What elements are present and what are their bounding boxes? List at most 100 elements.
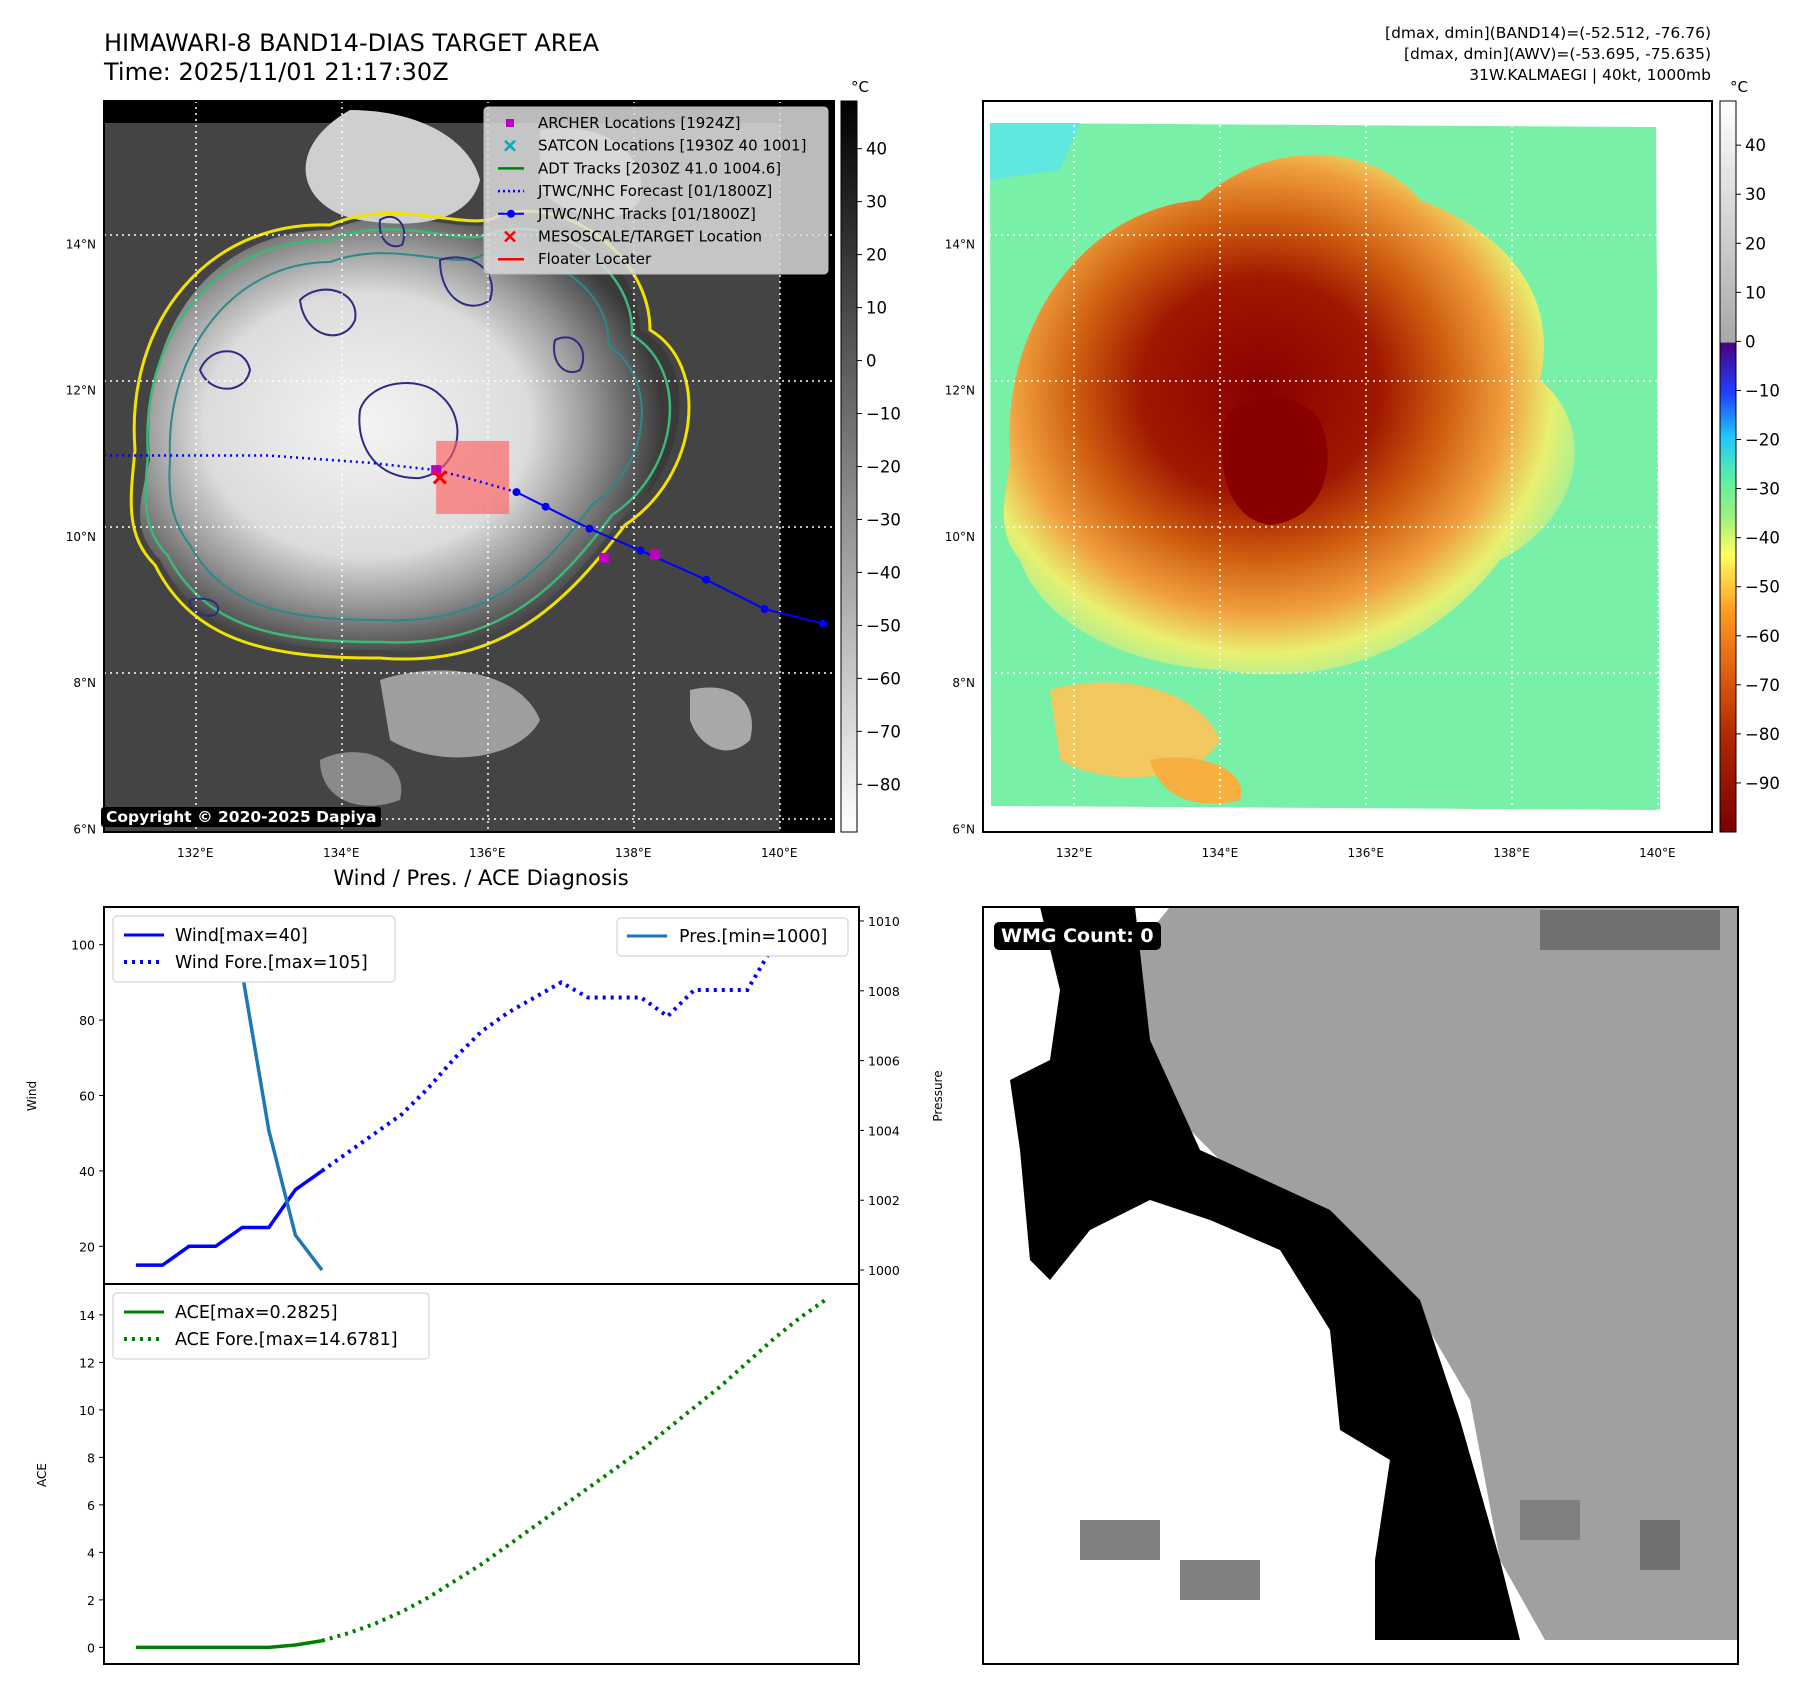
legend-label: ADT Tracks [2030Z 41.0 1004.6] bbox=[538, 159, 781, 177]
legend-wind-fore: Wind Fore.[max=105] bbox=[175, 953, 368, 973]
colorbar-tick-label: 20 bbox=[1745, 234, 1766, 253]
y2-tick-label: 1000 bbox=[868, 1263, 900, 1278]
legend-label: ARCHER Locations [1924Z] bbox=[538, 114, 741, 132]
lon-tick-label: 132°E bbox=[177, 846, 214, 860]
colorbar-tick-label: −40 bbox=[866, 563, 901, 582]
legend-label: Floater Locater bbox=[538, 250, 652, 268]
legend-ace: ACE[max=0.2825] bbox=[175, 1303, 338, 1323]
jtwc-track-point bbox=[585, 524, 594, 533]
legend-ace-fore: ACE Fore.[max=14.6781] bbox=[175, 1330, 398, 1350]
lon-tick-label: 138°E bbox=[1493, 846, 1530, 860]
figure-title-line1: HIMAWARI-8 BAND14-DIAS TARGET AREA bbox=[104, 29, 600, 57]
colorbar-tick-label: −30 bbox=[1745, 480, 1780, 499]
lon-tick-label: 134°E bbox=[1202, 846, 1239, 860]
jtwc-track-point bbox=[819, 619, 828, 628]
colorbar-tick-label: 10 bbox=[866, 299, 887, 318]
legend-label: SATCON Locations [1930Z 40 1001] bbox=[538, 137, 806, 155]
wind-legend: Wind[max=40] Wind Fore.[max=105] bbox=[112, 915, 396, 983]
lat-tick-label: 8°N bbox=[952, 676, 975, 690]
y-tick-label: 10 bbox=[79, 1403, 95, 1418]
lat-tick-label: 14°N bbox=[66, 238, 96, 252]
color-map-gridlines bbox=[983, 101, 1712, 832]
colorbar-tick-label: −20 bbox=[866, 458, 901, 477]
jtwc-track-point bbox=[636, 546, 645, 555]
y-tick-label: 80 bbox=[79, 1013, 95, 1028]
gray-colorbar-ticks: 40 30 20 10 0 −10 −20 −30 −40 −50 −60 −70 −80 bbox=[857, 140, 901, 794]
colorbar-tick-label: −20 bbox=[1745, 431, 1780, 450]
colorbar-tick-label: −50 bbox=[1745, 578, 1780, 597]
lon-tick-label: 134°E bbox=[323, 846, 360, 860]
jtwc-track-point bbox=[702, 575, 711, 584]
series-line bbox=[320, 923, 828, 1173]
y-tick-label: 14 bbox=[79, 1308, 95, 1323]
y-tick-label: 20 bbox=[79, 1239, 95, 1254]
info-line3: 31W.KALMAEGI | 40kt, 1000mb bbox=[1469, 66, 1711, 84]
lat-tick-label: 14°N bbox=[945, 238, 975, 252]
map-axis-labels: 14°N 12°N 10°N 8°N 6°N 132°E 134°E 136°E 138°E 14… bbox=[66, 238, 1676, 860]
legend-marker bbox=[504, 139, 516, 152]
color-colorbar-ticks: 40 30 20 10 0 −10 −20 −30 −40 −50 −60 −70 −80 −90 bbox=[1736, 136, 1780, 793]
colorbar-tick-label: −60 bbox=[866, 669, 901, 688]
jtwc-track-point bbox=[760, 605, 769, 614]
y-tick-label: 8 bbox=[87, 1450, 95, 1465]
lat-tick-label: 12°N bbox=[945, 384, 975, 398]
y2-tick-label: 1006 bbox=[868, 1054, 900, 1069]
wind-axis-label: Wind bbox=[25, 1081, 39, 1111]
colorbar-tick-label: −10 bbox=[1745, 381, 1780, 400]
y2-tick-label: 1002 bbox=[868, 1193, 900, 1208]
ace-axis-label: ACE bbox=[35, 1463, 49, 1487]
info-line1: [dmax, dmin](BAND14)=(-52.512, -76.76) bbox=[1385, 24, 1711, 42]
pressure-legend: Pres.[min=1000] bbox=[616, 917, 849, 957]
lon-tick-label: 140°E bbox=[1639, 846, 1676, 860]
color-map-panel bbox=[982, 100, 1713, 833]
lat-tick-label: 8°N bbox=[73, 676, 96, 690]
lon-tick-label: 132°E bbox=[1056, 846, 1093, 860]
legend-marker-dot bbox=[507, 209, 515, 218]
colorbar-tick-label: 0 bbox=[866, 352, 877, 371]
lon-tick-label: 136°E bbox=[469, 846, 506, 860]
y-tick-label: 2 bbox=[87, 1593, 95, 1608]
wmg-frame bbox=[982, 906, 1739, 1665]
series-line bbox=[135, 1169, 324, 1267]
colorbar-tick-label: −50 bbox=[866, 616, 901, 635]
y2-tick-label: 1010 bbox=[868, 914, 900, 929]
colorbar-tick-label: −10 bbox=[866, 405, 901, 424]
diagnosis-chart-title: Wind / Pres. / ACE Diagnosis bbox=[333, 866, 628, 890]
figure-title-line2: Time: 2025/11/01 21:17:30Z bbox=[103, 58, 449, 86]
y-tick-label: 0 bbox=[87, 1640, 95, 1655]
y2-tick-label: 1004 bbox=[868, 1123, 900, 1138]
colorbar-tick-label: 30 bbox=[1745, 185, 1766, 204]
lat-tick-label: 6°N bbox=[952, 822, 975, 836]
series-line bbox=[321, 1297, 829, 1643]
map-legend: ARCHER Locations [1924Z] SATCON Locations… bbox=[483, 106, 829, 275]
legend-label: JTWC/NHC Forecast [01/1800Z] bbox=[537, 182, 772, 200]
colorbar-tick-label: 40 bbox=[1745, 136, 1766, 155]
lon-tick-label: 138°E bbox=[615, 846, 652, 860]
colorbar-tick-label: 20 bbox=[866, 246, 887, 265]
info-line2: [dmax, dmin](AWV)=(-53.695, -75.635) bbox=[1404, 45, 1711, 63]
floater-box bbox=[436, 440, 510, 515]
colorbar-tick-label: 10 bbox=[1745, 283, 1766, 302]
colorbar-tick-label: 40 bbox=[866, 140, 887, 159]
wmg-black-region bbox=[1010, 907, 1520, 1640]
colorbar-tick-label: −30 bbox=[866, 510, 901, 529]
colorbar-tick-label: −60 bbox=[1745, 627, 1780, 646]
target-marker bbox=[432, 470, 447, 485]
contour-green bbox=[144, 227, 672, 644]
y2-tick-label: 1008 bbox=[868, 984, 900, 999]
y-tick-label: 100 bbox=[71, 938, 95, 953]
legend-wind: Wind[max=40] bbox=[175, 926, 308, 946]
wmg-panel bbox=[982, 906, 1739, 1665]
archer-point bbox=[650, 549, 661, 560]
y-tick-label: 60 bbox=[79, 1089, 95, 1104]
jtwc-track-point bbox=[512, 488, 521, 497]
contour-teal bbox=[168, 251, 643, 622]
ace-legend: ACE[max=0.2825] ACE Fore.[max=14.6781] bbox=[112, 1292, 430, 1360]
wmg-count-label: WMG Count: 0 bbox=[994, 922, 1161, 950]
series-line bbox=[135, 1638, 323, 1650]
lon-tick-label: 140°E bbox=[761, 846, 798, 860]
jtwc-track-point bbox=[541, 502, 550, 511]
ir-map-frame bbox=[103, 100, 835, 833]
legend-marker bbox=[504, 230, 516, 243]
ace-chart: ACE 14 12 10 8 6 4 2 0 ACE[max=0.2825] ACE Fore… bbox=[35, 1283, 860, 1665]
